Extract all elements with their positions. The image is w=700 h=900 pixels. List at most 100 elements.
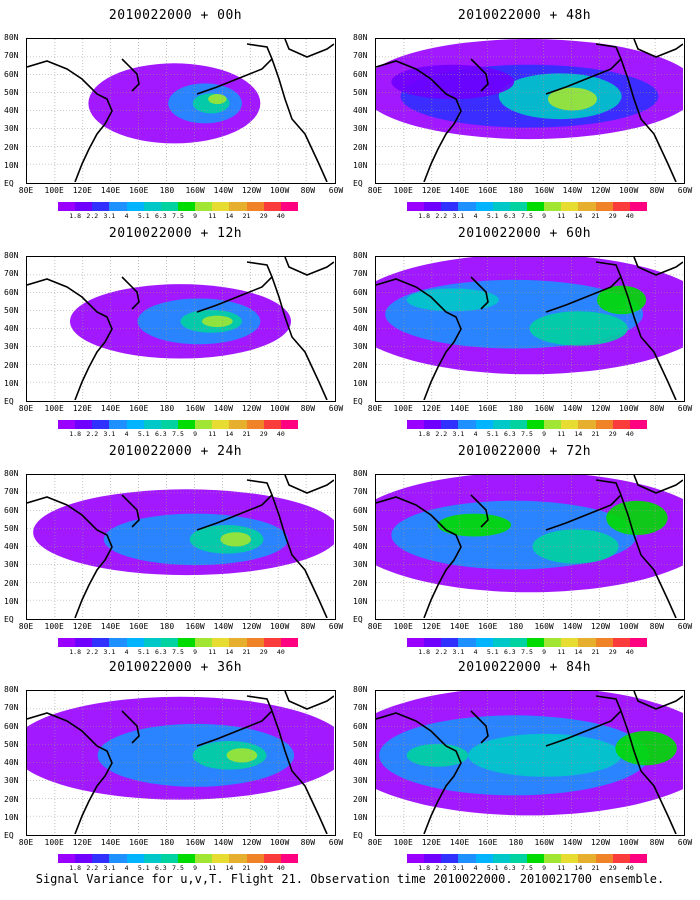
colorbar-swatch <box>75 202 93 211</box>
lon-label: 80W <box>300 838 316 847</box>
lat-label: 50N <box>353 523 368 533</box>
lon-label: 60W <box>328 404 344 413</box>
lon-label: 120W <box>241 838 262 847</box>
map-svg <box>27 39 334 182</box>
lat-label: 80N <box>4 685 19 694</box>
colorbar-swatch <box>561 638 579 647</box>
colorbar-label: 3.1 <box>103 864 116 872</box>
map-panel-p84: 2010022000 + 84h 80N 70N 60N 50N 40N 30N 20N 10N… <box>353 660 692 872</box>
colorbar-swatch <box>475 420 493 429</box>
colorbar-label: 4 <box>124 430 129 438</box>
colorbar-label: 21 <box>591 212 600 220</box>
lon-label: 80W <box>300 186 316 195</box>
lat-label: 50N <box>4 523 19 533</box>
colorbar-labels: 1.8 2.2 3.1 4 5.1 6.3 7.5 9 11 14 21 29 40 <box>407 212 647 221</box>
colorbar-swatch <box>612 420 630 429</box>
colorbar-label: 29 <box>608 864 617 872</box>
colorbar-label: 3.1 <box>103 430 116 438</box>
lat-label: EQ <box>353 831 363 840</box>
colorbar-swatch <box>509 202 527 211</box>
lon-labels: 80E 100E 120E 140E 160E 180 160W 140W 120W 100W 80… <box>367 186 693 196</box>
panel-title: 2010022000 + 48h <box>457 8 592 23</box>
colorbar-swatch <box>280 420 298 429</box>
lat-label: 20N <box>4 142 19 152</box>
colorbar-swatch <box>424 638 442 647</box>
colorbar-label: 21 <box>591 648 600 656</box>
lon-label: 140W <box>213 838 233 847</box>
colorbar-label: 9 <box>193 212 198 220</box>
lat-label: EQ <box>353 397 363 406</box>
colorbar-swatch <box>263 854 281 863</box>
colorbar-swatch <box>407 638 425 647</box>
colorbar-swatch <box>160 854 178 863</box>
lon-label: 100E <box>393 186 413 195</box>
lat-label: 70N <box>353 703 368 713</box>
variance-shading <box>468 733 622 777</box>
panel-title: 2010022000 + 36h <box>108 660 243 675</box>
colorbar-swatch <box>246 420 264 429</box>
colorbar-label: 11 <box>557 212 566 220</box>
colorbar-swatch <box>246 638 264 647</box>
colorbar-swatch <box>441 420 459 429</box>
variance-shading <box>208 94 227 105</box>
colorbar-swatch <box>441 854 459 863</box>
colorbar-swatch <box>612 638 630 647</box>
lat-label: EQ <box>4 831 14 840</box>
lat-label: 60N <box>4 69 19 79</box>
lat-label: 70N <box>353 487 368 497</box>
lat-label: 20N <box>353 578 368 588</box>
colorbar-label: 40 <box>276 648 285 656</box>
lon-label: 60W <box>328 622 344 631</box>
colorbar-swatch <box>58 420 76 429</box>
colorbar-label: 2.2 <box>86 864 99 872</box>
colorbar-swatch <box>475 854 493 863</box>
colorbar-label: 40 <box>276 430 285 438</box>
lat-label: 30N <box>353 560 368 570</box>
lon-label: 180 <box>159 186 175 195</box>
colorbar-label: 1.8 <box>69 648 82 656</box>
colorbar-labels: 1.8 2.2 3.1 4 5.1 6.3 7.5 9 11 14 21 29 40 <box>407 430 647 439</box>
map-svg <box>27 691 334 834</box>
colorbar-label: 1.8 <box>69 430 82 438</box>
lon-label: 120E <box>72 404 92 413</box>
lon-label: 160W <box>534 622 554 631</box>
lon-label: 100W <box>618 838 639 847</box>
coastline <box>376 475 683 618</box>
lat-label: 30N <box>4 342 19 352</box>
colorbar-swatch <box>492 420 510 429</box>
colorbar-label: 5.1 <box>486 212 499 220</box>
colorbar-label: 14 <box>574 212 583 220</box>
colorbar-swatch <box>424 854 442 863</box>
colorbar-label: 7.5 <box>172 212 184 220</box>
panel-title: 2010022000 + 60h <box>457 226 592 241</box>
lon-labels: 80E 100E 120E 140E 160E 180 160W 140W 120W 100W 80… <box>18 404 344 414</box>
colorbar-swatch <box>578 420 596 429</box>
lon-label: 140W <box>562 186 582 195</box>
colorbar-swatch <box>195 202 213 211</box>
lat-label: 50N <box>4 87 19 97</box>
colorbar-swatch <box>424 420 442 429</box>
colorbar-swatch <box>143 854 161 863</box>
colorbar-swatch <box>143 420 161 429</box>
lon-label: 140W <box>562 622 582 631</box>
lon-label: 100E <box>393 838 413 847</box>
map-plot <box>375 690 685 836</box>
colorbar-swatch <box>160 638 178 647</box>
colorbar-swatch <box>629 202 647 211</box>
colorbar-label: 2.2 <box>86 430 99 438</box>
colorbar-swatch <box>126 202 144 211</box>
colorbar-swatch <box>195 420 213 429</box>
map-svg <box>376 39 683 182</box>
lon-label: 100E <box>393 404 413 413</box>
colorbar-label: 6.3 <box>154 430 167 438</box>
figure-caption: Signal Variance for u,v,T. Flight 21. Ob… <box>35 872 665 886</box>
lon-label: 180 <box>508 186 524 195</box>
colorbar-label: 6.3 <box>503 864 516 872</box>
colorbar-label: 4 <box>124 648 129 656</box>
colorbar-label: 3.1 <box>452 212 465 220</box>
lon-label: 80E <box>367 404 383 413</box>
colorbar-swatch <box>629 420 647 429</box>
lat-label: 50N <box>353 87 368 97</box>
colorbar-label: 1.8 <box>418 648 431 656</box>
colorbar-swatch <box>595 420 613 429</box>
